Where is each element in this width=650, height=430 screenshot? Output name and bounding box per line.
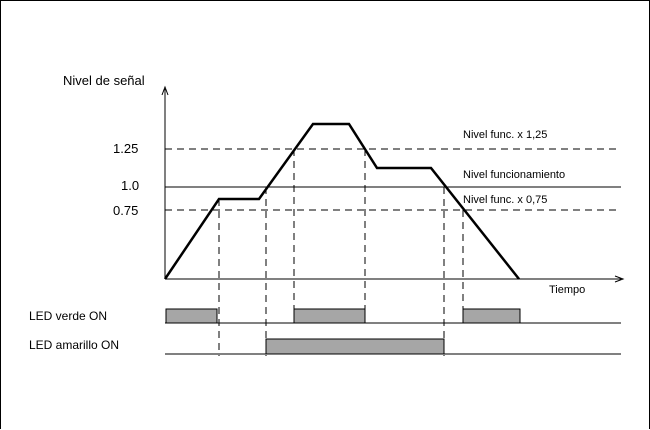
x-axis-label: Tiempo	[549, 284, 585, 296]
y-axis-label: Nivel de señal	[63, 73, 145, 88]
level-value-125: 1.25	[113, 141, 138, 156]
led-green-label: LED verde ON	[29, 309, 107, 323]
level-label-075: Nivel func. x 0,75	[463, 194, 547, 206]
y-axis-arrow	[161, 85, 169, 96]
led-yellow-label: LED amarillo ON	[29, 338, 119, 352]
x-axis-arrow	[614, 275, 625, 283]
level-label-100: Nivel funcionamiento	[463, 169, 565, 181]
projection-lines	[218, 149, 464, 356]
level-value-100: 1.0	[121, 178, 139, 193]
led-green-on-segment	[462, 308, 521, 324]
led-green-on-segment	[293, 308, 366, 324]
level-label-125: Nivel func. x 1,25	[463, 129, 547, 141]
level-value-075: 0.75	[113, 203, 138, 218]
led-green-on-segment	[165, 308, 218, 324]
signal-curve	[163, 122, 520, 280]
led-yellow-on-segment	[265, 338, 445, 355]
